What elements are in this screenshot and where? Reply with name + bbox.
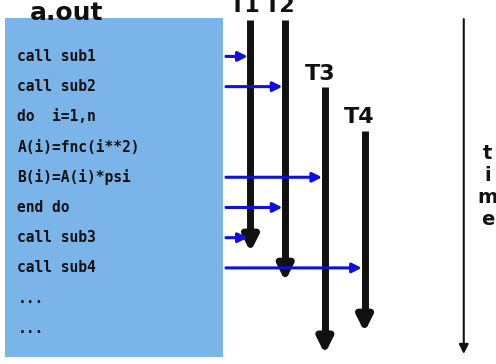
Text: B(i)=A(i)*psi: B(i)=A(i)*psi [17,169,131,185]
Text: A(i)=fnc(i**2): A(i)=fnc(i**2) [17,139,140,155]
Text: T4: T4 [344,107,375,127]
Text: call sub2: call sub2 [17,79,96,94]
Text: ...: ... [17,290,44,306]
Text: ...: ... [17,321,44,336]
Text: call sub3: call sub3 [17,230,96,245]
Text: do  i=1,n: do i=1,n [17,109,96,124]
FancyBboxPatch shape [5,18,223,357]
Text: t
i
m
e: t i m e [478,144,496,229]
Text: a.out: a.out [30,1,103,25]
Text: call sub1: call sub1 [17,49,96,64]
Text: call sub4: call sub4 [17,260,96,276]
Text: end do: end do [17,200,70,215]
Text: T3: T3 [305,64,335,84]
Text: T2: T2 [265,0,296,16]
Text: T1: T1 [230,0,261,16]
